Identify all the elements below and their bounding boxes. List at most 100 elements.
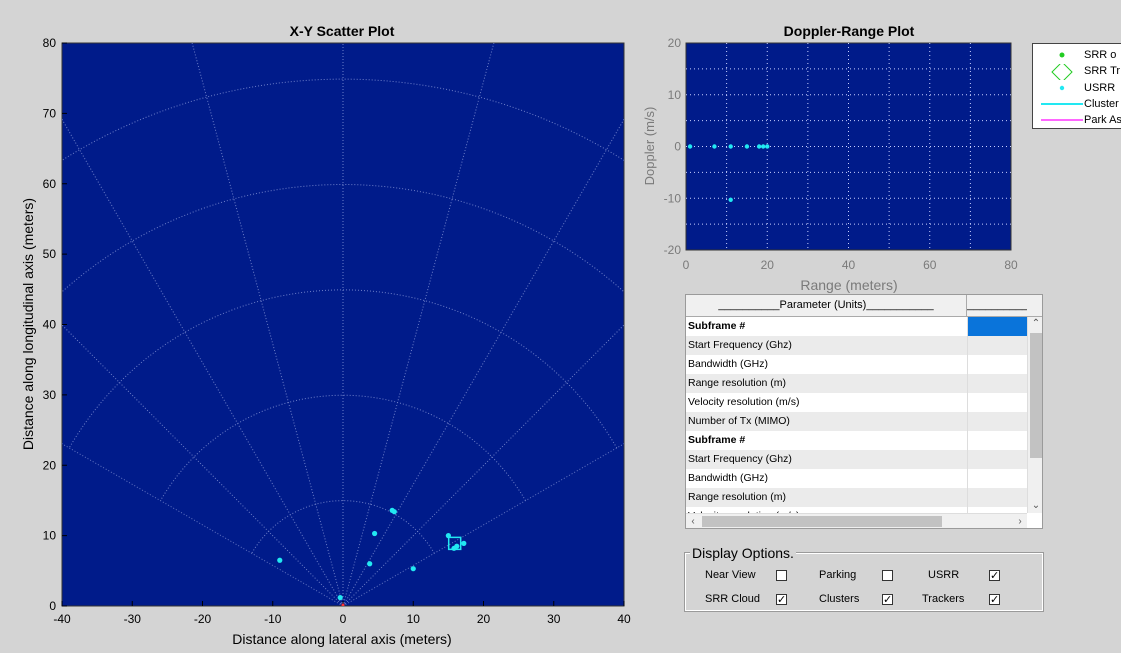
table-cell-value[interactable] (967, 469, 1027, 488)
y-tick-label: 30 (43, 388, 57, 402)
table-row[interactable]: Subframe # (686, 317, 1027, 336)
table-cell-value[interactable] (967, 412, 1027, 431)
option-label: Clusters (819, 593, 860, 605)
display-options-panel (684, 552, 1044, 612)
table-cell-value[interactable] (967, 317, 1027, 336)
option-checkbox[interactable]: ✓ (882, 594, 893, 606)
option-label: SRR Cloud (705, 593, 761, 605)
table-row[interactable]: Subframe # (686, 431, 1027, 450)
table-cell-value[interactable] (967, 355, 1027, 374)
legend-item-usrr: USRR (1033, 81, 1121, 97)
y-tick-label: 60 (43, 177, 57, 191)
x-tick-label: -40 (53, 612, 71, 626)
table-row[interactable]: Start Frequency (Ghz) (686, 336, 1027, 355)
y-tick-label: 50 (43, 247, 57, 261)
option-checkbox[interactable] (776, 570, 787, 581)
table-cell-parameter[interactable]: Subframe # (688, 320, 746, 332)
table-row[interactable]: Bandwidth (GHz) (686, 469, 1027, 488)
table-cell-parameter[interactable]: Range resolution (m) (688, 491, 787, 503)
data-point (687, 144, 693, 149)
chevron-left-icon[interactable]: ‹ (691, 516, 695, 527)
data-point (367, 561, 373, 567)
data-point (372, 530, 378, 537)
data-point (728, 144, 733, 149)
cyan-dot-marker-icon (1059, 85, 1065, 91)
grid-radial-line (342, 118, 624, 606)
y-tick-label: 70 (43, 106, 57, 120)
cluster-box (447, 536, 462, 551)
table-cell-value[interactable] (967, 450, 1027, 469)
y-tick-label: -10 (664, 191, 682, 205)
table-cell-parameter[interactable]: Number of Tx (MIMO) (688, 415, 790, 427)
table-cell-parameter[interactable]: Subframe # (688, 434, 746, 446)
table-cell-value[interactable] (967, 374, 1027, 393)
x-tick-label: 40 (842, 258, 856, 272)
x-tick-label: 40 (617, 612, 631, 626)
y-tick-label: 20 (668, 36, 682, 50)
chevron-right-icon[interactable]: › (1018, 516, 1022, 527)
table-row[interactable]: Number of Tx (MIMO) (686, 412, 1027, 431)
table-vertical-scrollbar[interactable]: ⌃ ⌄ (1027, 317, 1042, 513)
checkmark-icon: ✓ (777, 594, 787, 606)
table-cell-parameter[interactable]: Start Frequency (Ghz) (688, 453, 792, 465)
x-tick-label: 80 (1004, 258, 1018, 272)
data-point (454, 543, 460, 549)
scrollbar-thumb[interactable] (702, 516, 942, 527)
grid-arc (160, 394, 526, 501)
xy-y-axis-label: Distance along longitudinal axis (meters… (20, 198, 36, 450)
chevron-down-icon[interactable]: ⌄ (1031, 500, 1041, 511)
table-cell-parameter[interactable]: Bandwidth (GHz) (688, 472, 768, 484)
table-row[interactable]: Range resolution (m) (686, 374, 1027, 393)
grid-arc (62, 183, 624, 293)
table-row[interactable]: Range resolution (m) (686, 488, 1027, 507)
x-tick-label: -20 (194, 612, 212, 626)
table-cell-parameter[interactable]: Velocity resolution (m/s) (686, 507, 965, 513)
checkmark-icon: ✓ (990, 570, 1000, 582)
chevron-up-icon[interactable]: ⌃ (1031, 318, 1041, 329)
legend-label: SRR o (1084, 49, 1117, 61)
table-cell-value[interactable] (967, 507, 1027, 513)
header-parameter-units[interactable]: __________Parameter (Units)___________ (686, 295, 967, 316)
table-row[interactable]: Bandwidth (GHz) (686, 355, 1027, 374)
y-tick-label: 0 (674, 140, 681, 154)
data-point (760, 144, 766, 149)
x-tick-label: 0 (683, 258, 690, 272)
table-body: Subframe # Start Frequency (Ghz) Bandwidth… (686, 317, 1027, 513)
option-checkbox[interactable]: ✓ (776, 594, 787, 606)
dr-y-axis-label: Doppler (m/s) (642, 107, 657, 186)
table-cell-parameter[interactable]: Range resolution (m) (688, 377, 787, 389)
table-row[interactable]: Start Frequency (Ghz) (686, 450, 1027, 469)
grid-radial-line (342, 43, 495, 606)
header-value[interactable]: __________ (967, 299, 1027, 311)
option-checkbox[interactable]: ✓ (989, 594, 1000, 606)
table-row[interactable]: Velocity resolution (m/s) (686, 393, 1027, 412)
dr-grid (686, 43, 1011, 250)
data-point (461, 540, 467, 546)
option-checkbox[interactable] (882, 570, 893, 581)
table-cell-parameter[interactable]: Bandwidth (GHz) (688, 358, 768, 370)
table-cell-parameter[interactable]: Start Frequency (Ghz) (688, 339, 792, 351)
table-horizontal-scrollbar[interactable]: ‹ › (686, 513, 1027, 528)
checkmark-icon: ✓ (990, 594, 1000, 606)
doppler-range-plot: Doppler-Range Plot 0 20 40 60 80-20-1001020 … (642, 23, 1018, 293)
option-checkbox[interactable]: ✓ (989, 570, 1000, 582)
grid-radial-line (62, 443, 344, 606)
table-row[interactable]: Velocity resolution (m/s) (686, 507, 1027, 513)
data-point (744, 144, 750, 149)
legend-label: Park As (1084, 114, 1121, 126)
x-tick-label: -30 (124, 612, 142, 626)
x-tick-label: 20 (477, 612, 491, 626)
scrollbar-thumb[interactable] (1030, 333, 1042, 458)
data-point (756, 144, 762, 149)
table-cell-value[interactable] (967, 336, 1027, 355)
table-cell-value[interactable] (967, 431, 1027, 450)
table-cell-parameter[interactable]: Velocity resolution (m/s) (688, 396, 800, 408)
checkmark-icon: ✓ (883, 594, 893, 606)
y-tick-label: -20 (664, 243, 682, 257)
dr-plot-title: Doppler-Range Plot (784, 23, 915, 39)
table-cell-value[interactable] (967, 393, 1027, 412)
xy-scatter-plot: X-Y Scatter Plot -40 -30 -20 -10 0 10 20 30 40 0 1… (20, 23, 631, 647)
table-cell-value[interactable] (967, 488, 1027, 507)
green-dot-marker-icon (1059, 52, 1065, 58)
x-tick-label: 20 (761, 258, 775, 272)
